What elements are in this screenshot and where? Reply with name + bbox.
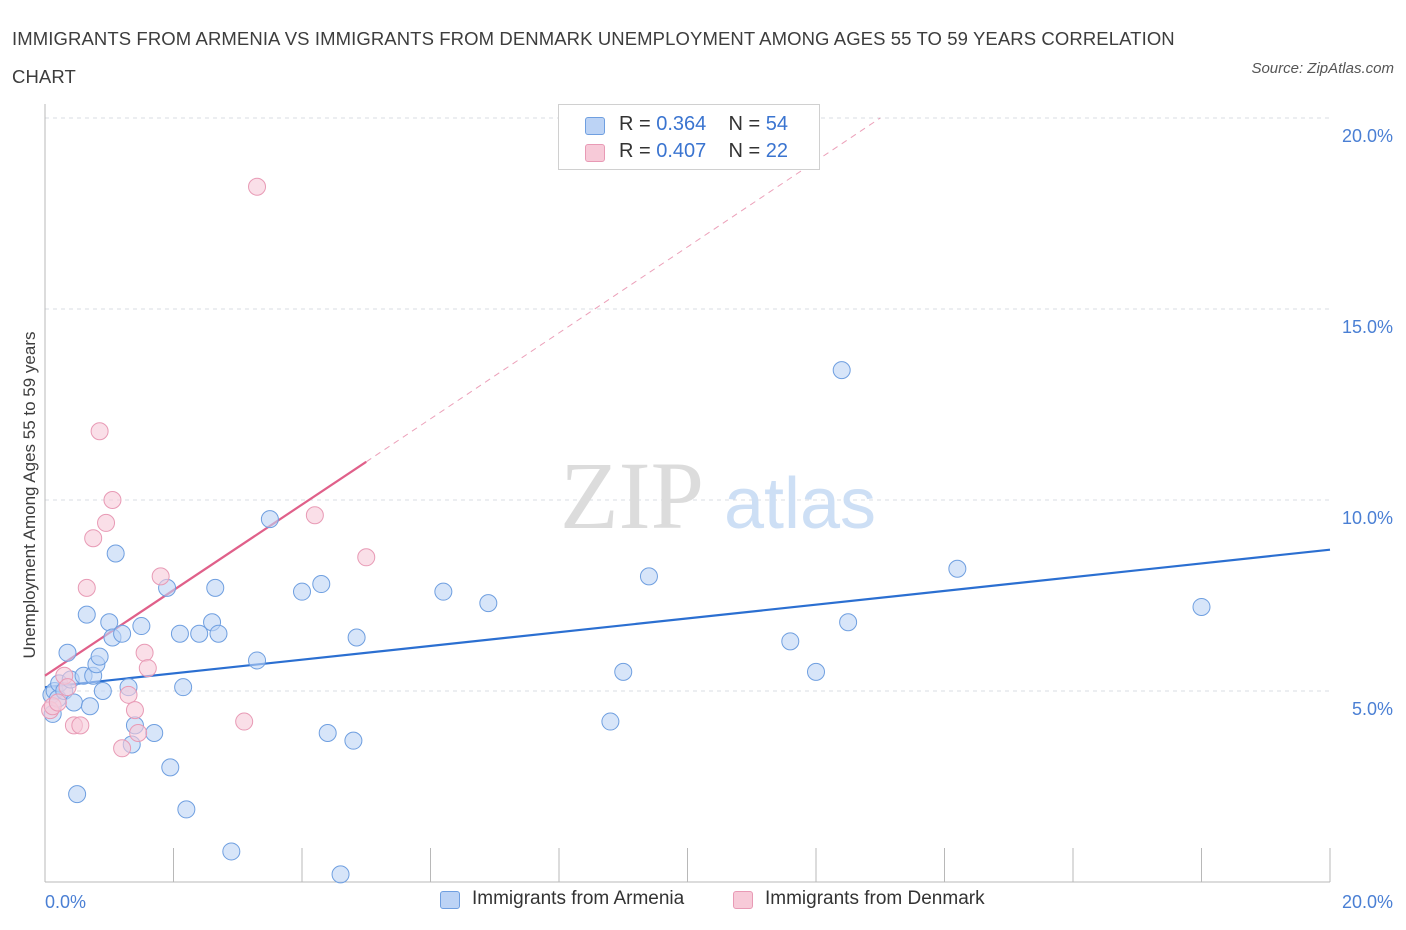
legend-r-denmark: 0.407	[656, 140, 707, 162]
chart-title: IMMIGRANTS FROM ARMENIA VS IMMIGRANTS FR…	[12, 28, 1175, 87]
watermark: ZIP atlas	[560, 442, 876, 549]
armenia-point	[209, 624, 228, 643]
chart-source: Source: ZipAtlas.com	[1251, 60, 1394, 77]
armenia-point	[318, 724, 337, 743]
armenia-swatch	[585, 117, 605, 135]
denmark-point	[113, 739, 132, 758]
denmark-point	[235, 712, 254, 731]
legend-n-label: N =	[728, 140, 761, 162]
armenia-point	[614, 662, 633, 681]
denmark-point	[305, 506, 324, 525]
legend-n-label: N =	[728, 113, 761, 135]
denmark-point	[151, 567, 170, 586]
watermark-zip: ZIP	[560, 442, 704, 549]
y-tick-label: 15.0%	[1342, 317, 1393, 337]
armenia-point	[177, 800, 196, 819]
armenia-point	[90, 647, 109, 666]
correlation-legend: R = 0.364 N = 54 R = 0.407 N = 22	[558, 104, 820, 170]
armenia-point	[222, 842, 241, 861]
denmark-trendline	[44, 460, 367, 677]
legend-r-label: R =	[619, 113, 651, 135]
x-tick-label: 0.0%	[45, 892, 86, 912]
denmark-point	[77, 578, 96, 597]
armenia-point	[839, 613, 858, 632]
denmark-point	[135, 643, 154, 662]
armenia-point	[64, 693, 83, 712]
denmark-point	[97, 513, 116, 532]
legend-r-armenia: 0.364	[656, 113, 707, 135]
denmark-point	[138, 659, 157, 678]
tick-labels: 5.0% 10.0% 15.0% 20.0% 0.0% 20.0%	[45, 126, 1393, 912]
armenia-point	[807, 662, 825, 681]
denmark-point	[84, 529, 103, 548]
armenia-point	[113, 624, 132, 643]
denmark-point	[48, 693, 67, 712]
y-tick-label: 5.0%	[1352, 699, 1393, 719]
armenia-point	[434, 582, 453, 601]
armenia-point	[58, 643, 77, 662]
armenia-point	[948, 559, 967, 578]
armenia-point	[248, 651, 267, 670]
armenia-point	[312, 575, 331, 594]
armenia-point	[344, 731, 363, 750]
denmark-point	[71, 716, 90, 735]
armenia-point	[174, 678, 193, 697]
armenia-point	[80, 697, 99, 716]
armenia-point	[601, 712, 620, 731]
denmark-point	[125, 701, 144, 720]
armenia-point	[293, 582, 311, 601]
denmark-point	[129, 724, 148, 743]
gridlines	[45, 117, 1330, 692]
trendlines	[44, 117, 1331, 689]
denmark-point	[58, 678, 77, 697]
x-tick-label: 20.0%	[1342, 892, 1393, 912]
armenia-point	[206, 578, 225, 597]
armenia-point	[190, 624, 209, 643]
armenia-point	[1192, 597, 1211, 616]
denmark-trendline-extension	[365, 117, 881, 463]
denmark-point	[90, 422, 109, 441]
armenia-point	[170, 624, 189, 643]
armenia-point	[479, 594, 498, 613]
armenia-point	[132, 617, 151, 636]
armenia-legend-label: Immigrants from Armenia	[472, 888, 685, 909]
denmark-point	[248, 177, 267, 196]
armenia-trendline	[44, 548, 1331, 689]
armenia-legend-swatch	[440, 891, 460, 909]
armenia-point	[832, 361, 851, 380]
denmark-point	[119, 685, 138, 704]
denmark-point	[103, 491, 122, 509]
denmark-point	[357, 548, 376, 567]
armenia-point	[639, 567, 658, 586]
denmark-swatch	[585, 144, 605, 162]
armenia-point	[77, 605, 96, 624]
armenia-point	[260, 510, 279, 529]
data-points	[41, 177, 1211, 884]
axes	[44, 104, 1331, 883]
armenia-point	[331, 865, 350, 884]
legend-n-armenia: 54	[765, 113, 789, 135]
denmark-legend-swatch	[733, 891, 753, 909]
legend-n-denmark: 22	[765, 140, 789, 162]
armenia-point	[93, 682, 112, 700]
armenia-point	[106, 544, 125, 563]
armenia-point	[145, 724, 164, 743]
armenia-point	[781, 632, 800, 651]
y-tick-label: 20.0%	[1342, 126, 1393, 146]
y-tick-label: 10.0%	[1342, 508, 1393, 528]
armenia-point	[68, 785, 87, 804]
denmark-legend-label: Immigrants from Denmark	[765, 888, 985, 909]
armenia-point	[347, 628, 366, 647]
watermark-atlas: atlas	[724, 464, 876, 544]
armenia-point	[161, 758, 180, 777]
legend-r-label: R =	[619, 140, 651, 162]
